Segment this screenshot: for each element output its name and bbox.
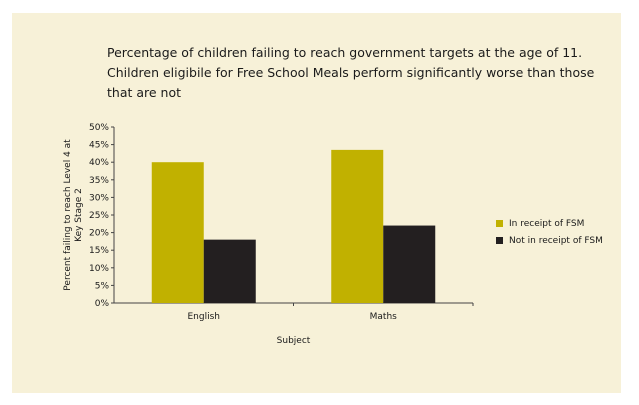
legend-label-fsm: In receipt of FSM: [509, 218, 585, 229]
y-tick-label: 30%: [89, 193, 109, 203]
bar-chart: 0% 5% 10% 15% 20% 25% 30% 35% 40% 45% 50% English Ma…: [63, 123, 474, 346]
chart-title-line-1: Percentage of children failing to reach …: [107, 45, 583, 60]
x-axis-title: Subject: [277, 336, 311, 346]
y-tick-label: 0%: [95, 299, 110, 309]
legend-item-fsm: In receipt of FSM: [496, 215, 603, 232]
y-tick-label: 45%: [89, 141, 109, 151]
y-tick-label: 15%: [89, 246, 109, 256]
legend-item-not-fsm: Not in receipt of FSM: [496, 232, 603, 249]
legend: In receipt of FSM Not in receipt of FSM: [496, 215, 603, 249]
y-tick-label: 40%: [89, 158, 109, 168]
x-category-label: Maths: [370, 312, 398, 322]
y-tick-label: 35%: [89, 176, 109, 186]
chart-panel: Percentage of children failing to reach …: [12, 13, 621, 393]
y-tick-label: 25%: [89, 211, 109, 221]
legend-label-not-fsm: Not in receipt of FSM: [509, 235, 603, 246]
legend-swatch-fsm: [496, 220, 503, 227]
chart-title-line-2: Children eligibile for Free School Meals…: [107, 65, 595, 80]
bar-maths-not-fsm: [383, 225, 436, 303]
bar-maths-fsm: [331, 149, 384, 303]
y-tick-label: 5%: [95, 281, 110, 291]
bar-english-not-fsm: [203, 239, 256, 303]
y-tick-label: 50%: [89, 123, 109, 133]
bar-english-fsm: [151, 162, 204, 303]
y-axis-title-line: Key Stage 2: [74, 188, 84, 242]
y-tick-label: 20%: [89, 229, 109, 239]
y-axis-title: Percent failing to reach Level 4 atKey S…: [63, 139, 84, 291]
chart-title-line-3: that are not: [107, 85, 182, 100]
legend-swatch-not-fsm: [496, 237, 503, 244]
x-category-label: English: [188, 312, 221, 322]
y-tick-label: 10%: [89, 264, 109, 274]
y-axis-title-line: Percent failing to reach Level 4 at: [63, 139, 73, 291]
